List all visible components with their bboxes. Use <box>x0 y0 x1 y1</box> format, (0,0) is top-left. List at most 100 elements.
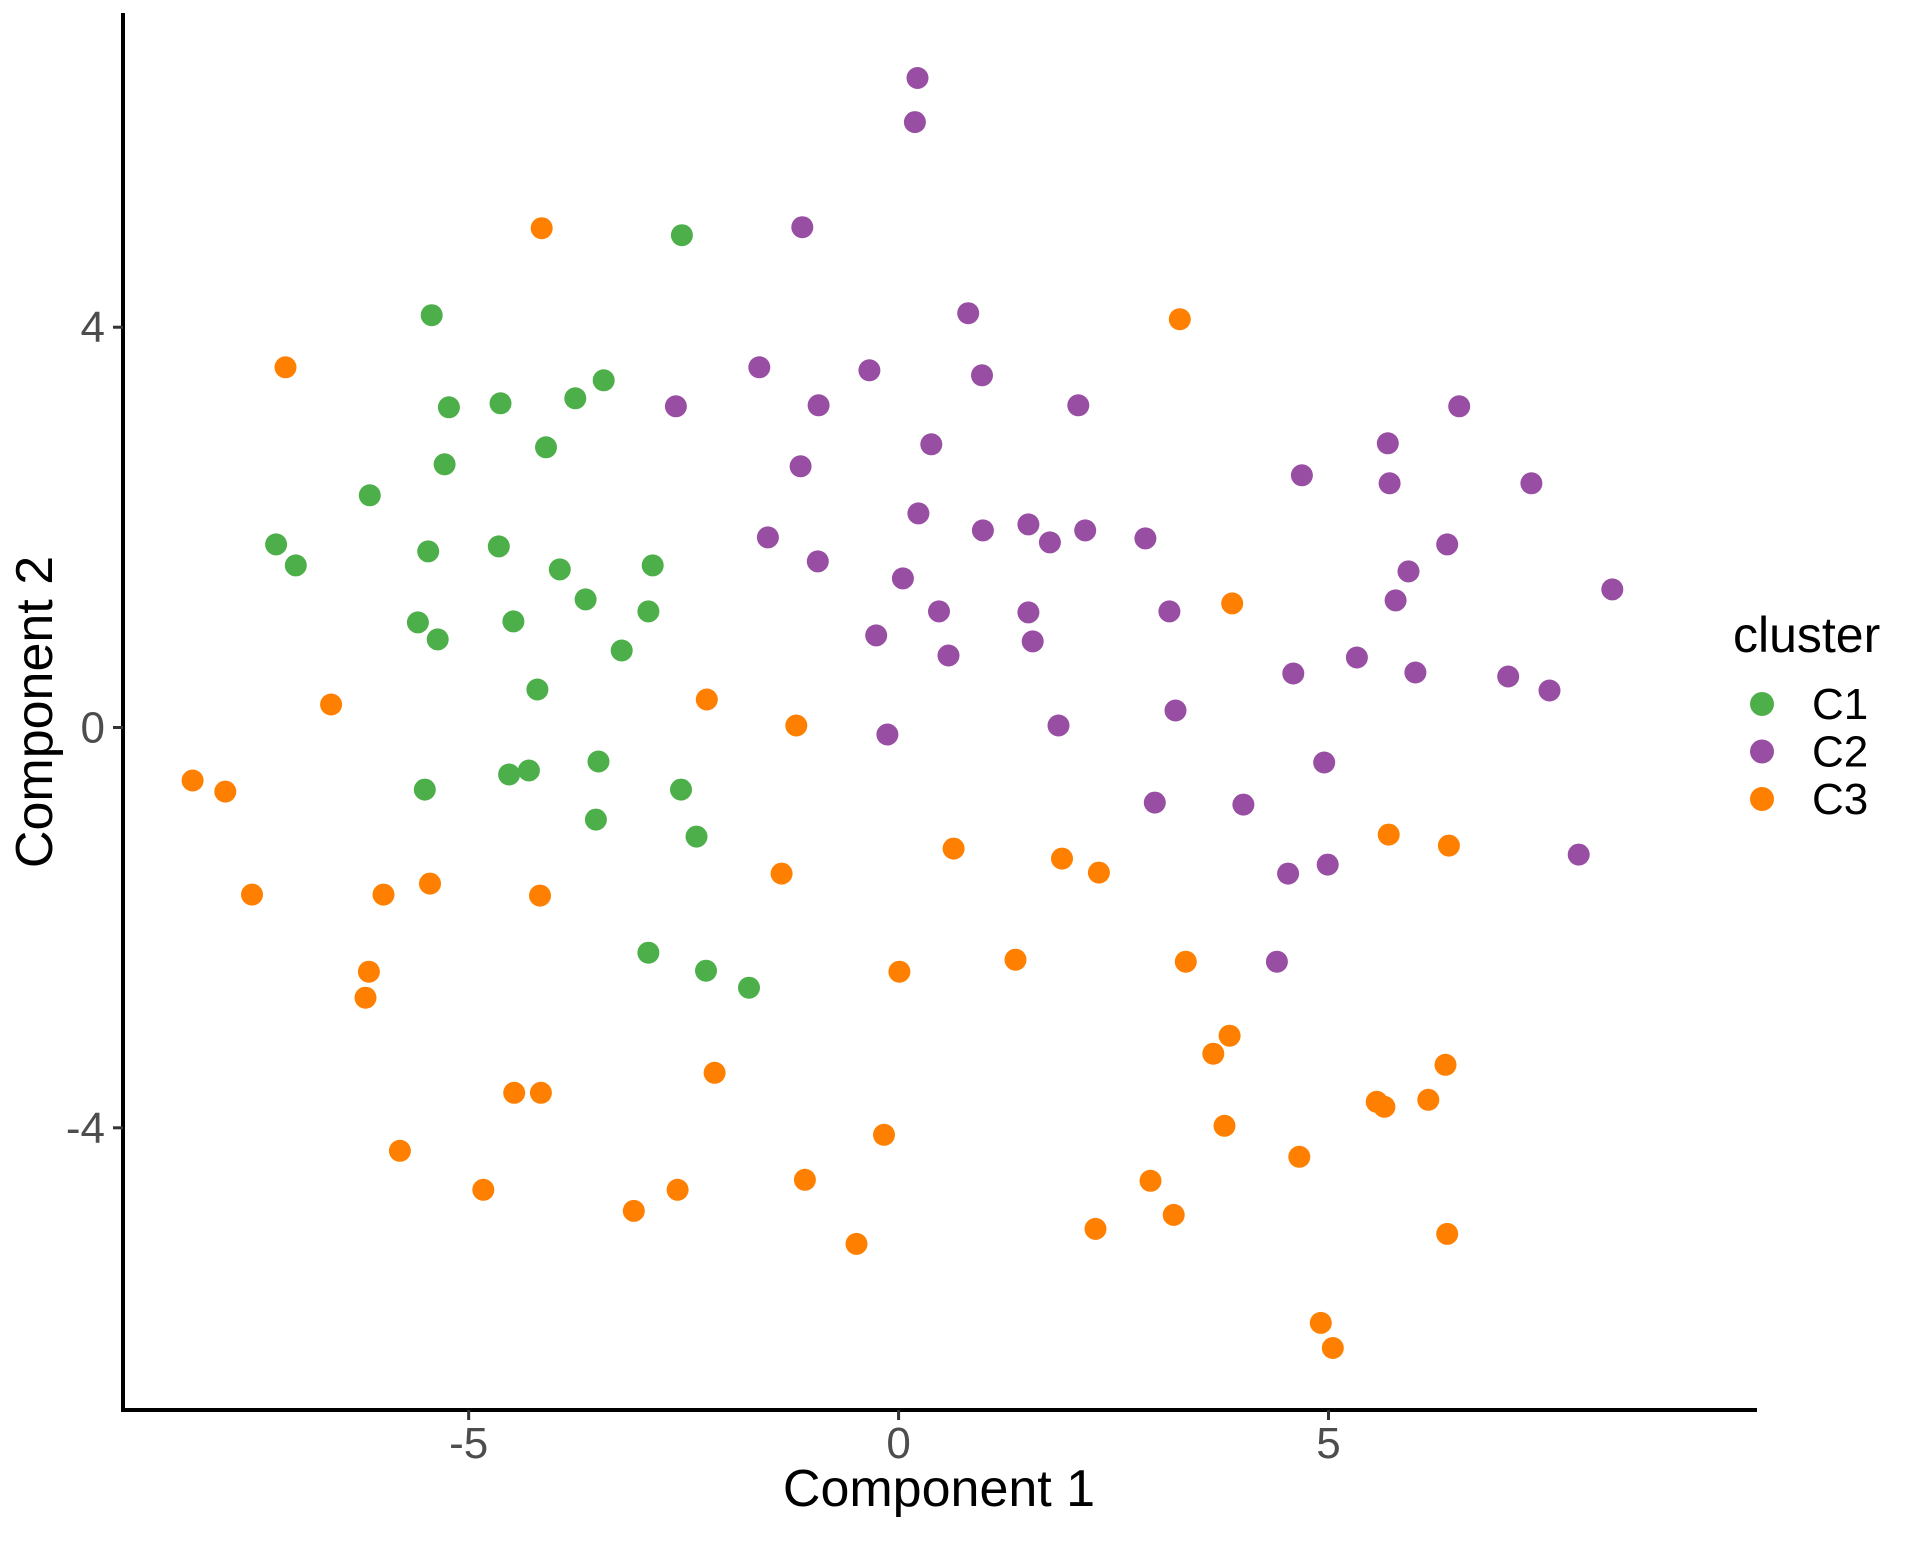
data-point-C1 <box>670 224 693 247</box>
data-point-C2 <box>807 394 830 417</box>
data-point-C1 <box>685 825 708 848</box>
data-point-C2 <box>1164 699 1187 722</box>
data-point-C1 <box>406 611 429 634</box>
data-point-C2 <box>748 356 771 379</box>
data-point-C3 <box>666 1178 689 1201</box>
data-point-C2 <box>865 624 888 647</box>
data-point-C2 <box>1397 560 1420 583</box>
data-point-C3 <box>785 714 808 737</box>
data-point-C1 <box>489 392 512 415</box>
data-point-C3 <box>1417 1088 1440 1111</box>
data-point-C2 <box>920 433 943 456</box>
data-point-C2 <box>1021 630 1044 653</box>
data-point-C3 <box>622 1199 645 1222</box>
legend-key-C1 <box>1750 692 1774 716</box>
data-point-C1 <box>265 533 288 556</box>
data-point-C2 <box>1017 513 1040 536</box>
data-point-C3 <box>357 960 380 983</box>
legend-label-C3: C3 <box>1812 775 1868 824</box>
data-point-C2 <box>1017 601 1040 624</box>
data-point-C1 <box>426 628 449 651</box>
data-point-C2 <box>756 526 779 549</box>
data-point-C1 <box>433 453 456 476</box>
data-point-C1 <box>548 558 571 581</box>
data-point-C3 <box>241 883 263 906</box>
data-point-C2 <box>1436 533 1459 556</box>
data-point-C1 <box>420 304 443 327</box>
x-tick-label: 5 <box>1316 1419 1340 1468</box>
data-point-C3 <box>214 780 237 803</box>
data-point-C2 <box>1143 791 1166 814</box>
data-point-C2 <box>1520 472 1543 495</box>
data-point-C2 <box>1290 464 1313 487</box>
data-point-C3 <box>472 1178 495 1201</box>
x-axis-ticks: -5 0 5 <box>449 1410 1341 1468</box>
data-point-C2 <box>664 395 687 418</box>
data-point-C3 <box>1087 861 1110 884</box>
data-point-C2 <box>937 644 960 667</box>
data-point-C3 <box>320 693 343 716</box>
data-point-C2 <box>876 723 899 746</box>
data-point-C3 <box>793 1168 816 1191</box>
data-point-C1 <box>517 759 540 782</box>
data-point-C1 <box>592 369 615 392</box>
points-layer <box>181 67 1624 1359</box>
data-point-C3 <box>1202 1042 1225 1065</box>
data-point-C1 <box>564 387 587 410</box>
y-tick-label: 0 <box>81 704 105 753</box>
data-point-C2 <box>1448 395 1471 418</box>
data-point-C3 <box>1162 1203 1185 1226</box>
data-point-C1 <box>641 554 664 577</box>
data-point-C3 <box>1004 948 1027 971</box>
y-axis-ticks: 4 0 -4 <box>66 303 123 1153</box>
data-point-C3 <box>503 1081 526 1104</box>
data-point-C2 <box>971 519 994 542</box>
data-point-C3 <box>695 688 718 711</box>
data-point-C2 <box>1601 578 1624 601</box>
legend-title: cluster <box>1733 607 1880 663</box>
data-point-C1 <box>670 778 692 801</box>
data-point-C3 <box>1051 847 1073 870</box>
data-point-C1 <box>526 678 549 701</box>
y-axis-title: Component 2 <box>6 556 64 868</box>
data-point-C3 <box>873 1123 895 1146</box>
data-point-C2 <box>1232 793 1255 816</box>
data-point-C3 <box>274 356 297 379</box>
data-point-C3 <box>888 960 911 983</box>
x-tick-label: 0 <box>886 1419 910 1468</box>
data-point-C1 <box>584 808 607 831</box>
data-point-C3 <box>388 1139 411 1162</box>
x-axis-title: Component 1 <box>783 1460 1095 1518</box>
data-point-C1 <box>284 554 307 577</box>
data-point-C1 <box>587 750 610 773</box>
data-point-C2 <box>1277 862 1300 885</box>
data-point-C2 <box>1384 589 1407 612</box>
data-point-C3 <box>1377 823 1400 846</box>
data-point-C1 <box>437 396 460 419</box>
data-point-C3 <box>1288 1145 1311 1168</box>
data-point-C3 <box>419 872 441 895</box>
data-point-C2 <box>891 567 914 590</box>
data-point-C3 <box>942 837 965 860</box>
data-point-C3 <box>1168 308 1191 331</box>
data-point-C1 <box>417 540 440 563</box>
data-point-C2 <box>1074 519 1097 542</box>
data-point-C2 <box>1378 472 1401 495</box>
data-point-C2 <box>1538 679 1561 702</box>
data-point-C2 <box>1376 432 1399 455</box>
data-point-C2 <box>906 67 929 89</box>
data-point-C2 <box>1282 662 1305 685</box>
data-point-C2 <box>1345 646 1368 669</box>
data-point-C2 <box>1158 600 1181 623</box>
data-point-C2 <box>907 502 930 525</box>
data-point-C3 <box>1373 1095 1396 1118</box>
data-point-C2 <box>1316 853 1339 876</box>
data-point-C1 <box>738 976 760 999</box>
data-point-C1 <box>502 610 525 633</box>
data-point-C3 <box>1437 834 1460 857</box>
data-point-C3 <box>770 862 793 885</box>
